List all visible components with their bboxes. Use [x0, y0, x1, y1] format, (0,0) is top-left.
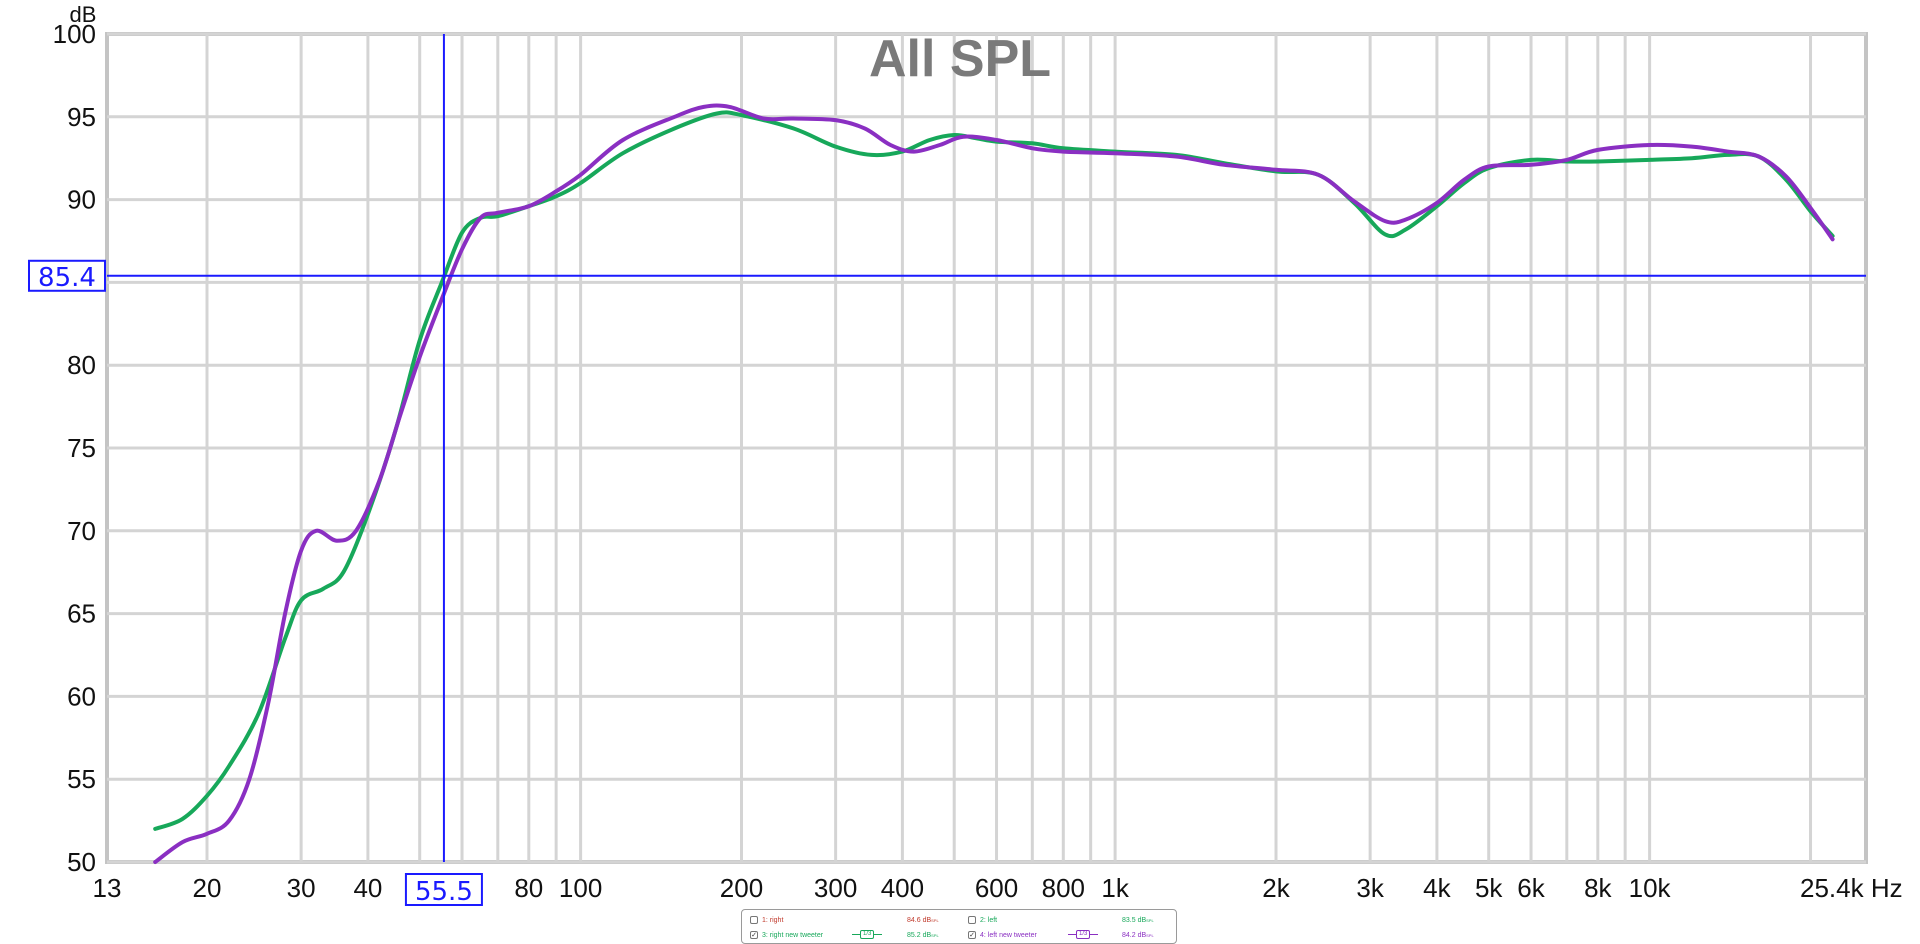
- legend: 1: right 84.6 dB SPL 2: left 83.5 dB SPL ✓…: [741, 909, 1177, 944]
- x-tick-label: 30: [287, 873, 316, 903]
- x-tick-label: 200: [720, 873, 763, 903]
- legend-value: 85.2 dB SPL: [907, 928, 939, 942]
- legend-smoothing-indicator[interactable]: 1/3: [852, 930, 883, 939]
- legend-item-left[interactable]: 2: left: [968, 913, 997, 927]
- legend-checkbox-left-new-tweeter[interactable]: ✓: [968, 931, 976, 939]
- legend-swatch-line: [874, 934, 883, 935]
- x-tick-label: 100: [559, 873, 602, 903]
- y-tick-label: 80: [67, 350, 96, 380]
- legend-label: 1: right: [762, 916, 784, 924]
- y-tick-label: 90: [67, 185, 96, 215]
- y-tick-label: 75: [67, 433, 96, 463]
- grid: [105, 32, 1868, 864]
- y-tick-label: 60: [67, 681, 96, 711]
- x-tick-label: 400: [881, 873, 924, 903]
- legend-item-right-new-tweeter[interactable]: ✓ 3: right new tweeter: [750, 928, 823, 942]
- legend-value-unit: SPL: [931, 932, 939, 938]
- cursor[interactable]: 85.4 55.5: [28, 34, 1866, 907]
- series-lines: [153, 103, 1835, 864]
- legend-value-unit: SPL: [1146, 932, 1154, 938]
- x-tick-label: 600: [975, 873, 1018, 903]
- x-tick-label: 8k: [1584, 873, 1612, 903]
- legend-smoothing-indicator[interactable]: 1/3: [1068, 930, 1099, 939]
- x-tick-label: 25.4k Hz: [1800, 873, 1903, 903]
- legend-checkbox-right[interactable]: [750, 916, 758, 924]
- x-tick-label: 5k: [1475, 873, 1503, 903]
- x-tick-label: 1k: [1101, 873, 1129, 903]
- chart-title: All SPL: [869, 30, 1051, 88]
- y-tick-label: 70: [67, 516, 96, 546]
- legend-value: 84.2 dB SPL: [1122, 928, 1154, 942]
- legend-swatch-line: [852, 934, 860, 935]
- x-tick-label: 6k: [1517, 873, 1545, 903]
- x-tick-label: 20: [193, 873, 222, 903]
- x-tick-label: 13: [93, 873, 122, 903]
- legend-value-unit: SPL: [1146, 917, 1154, 923]
- legend-smoothing-label: 1/3: [1076, 930, 1091, 939]
- legend-item-left-new-tweeter[interactable]: ✓ 4: left new tweeter: [968, 928, 1037, 942]
- y-tick-label: 65: [67, 599, 96, 629]
- x-tick-label: 300: [814, 873, 857, 903]
- y-tick-label: 50: [67, 847, 96, 877]
- x-tick-label: 40: [353, 873, 382, 903]
- x-tick-label: 2k: [1262, 873, 1290, 903]
- y-tick-label: 95: [67, 102, 96, 132]
- legend-row-1: 1: right 84.6 dB SPL 2: left 83.5 dB SPL: [742, 913, 1176, 927]
- legend-value-text: 84.6 dB: [907, 916, 932, 924]
- legend-value-text: 84.2 dB: [1122, 931, 1147, 939]
- legend-value: 84.6 dB SPL: [907, 913, 939, 927]
- legend-checkbox-right-new-tweeter[interactable]: ✓: [750, 931, 758, 939]
- cursor-y-readout-box: [28, 259, 106, 292]
- y-axis-unit: dB: [70, 2, 97, 27]
- legend-label: 4: left new tweeter: [980, 931, 1037, 939]
- legend-item-right[interactable]: 1: right: [750, 913, 783, 927]
- x-tick-labels: 13 20 30 40 80 100 200 300 400 600 800 1k 2k 3k 4k 5k 6k…: [93, 873, 1903, 903]
- x-tick-label: 4k: [1423, 873, 1451, 903]
- x-tick-label: 10k: [1629, 873, 1672, 903]
- x-tick-label: 80: [514, 873, 543, 903]
- legend-row-2: ✓ 3: right new tweeter 1/3 85.2 dB SPL ✓ …: [742, 928, 1176, 942]
- legend-label: 2: left: [980, 916, 998, 924]
- legend-value: 83.5 dB SPL: [1122, 913, 1154, 927]
- cursor-y-readout: 85.4: [38, 263, 96, 293]
- y-tick-label: 55: [67, 764, 96, 794]
- series-line: [153, 103, 1835, 864]
- cursor-x-readout: 55.5: [415, 877, 473, 907]
- cursor-x-readout-box: [404, 873, 483, 906]
- legend-smoothing-label: 1/3: [860, 930, 875, 939]
- legend-value-text: 83.5 dB: [1122, 916, 1147, 924]
- legend-checkbox-left[interactable]: [968, 916, 976, 924]
- y-tick-label: 100: [53, 19, 96, 49]
- legend-swatch-line: [1090, 934, 1099, 935]
- y-tick-labels: 100 95 90 80 75 70 65 60 55 50: [53, 19, 96, 877]
- legend-value-text: 85.2 dB: [907, 931, 932, 939]
- x-tick-label: 3k: [1356, 873, 1384, 903]
- legend-label: 3: right new tweeter: [762, 931, 824, 939]
- legend-swatch-line: [1068, 934, 1076, 935]
- legend-value-unit: SPL: [931, 917, 939, 923]
- x-tick-label: 800: [1042, 873, 1085, 903]
